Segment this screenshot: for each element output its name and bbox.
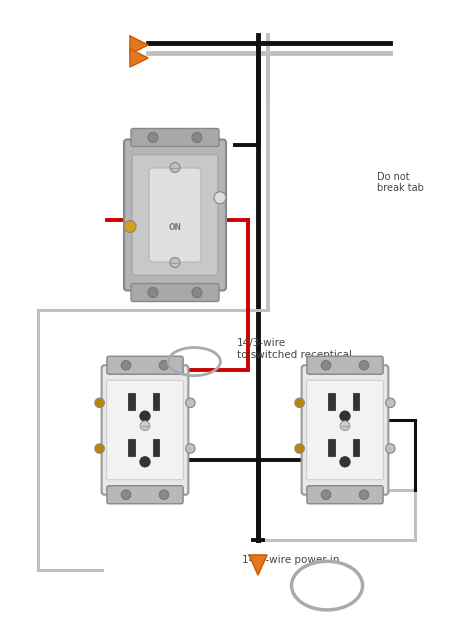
Text: 14/3-wire
to switched receptical: 14/3-wire to switched receptical (237, 338, 352, 360)
Circle shape (359, 490, 369, 499)
Bar (328, 394, 335, 410)
Bar (153, 439, 159, 456)
Circle shape (140, 411, 150, 421)
FancyBboxPatch shape (307, 380, 383, 480)
Circle shape (170, 163, 180, 173)
Bar (128, 439, 135, 456)
Circle shape (321, 490, 331, 499)
Circle shape (148, 287, 158, 298)
Bar (328, 439, 335, 456)
Circle shape (340, 411, 350, 421)
Polygon shape (130, 36, 148, 54)
FancyBboxPatch shape (107, 380, 183, 480)
Polygon shape (249, 555, 267, 575)
Circle shape (295, 444, 304, 453)
FancyBboxPatch shape (101, 365, 188, 495)
Circle shape (321, 360, 331, 370)
Circle shape (121, 360, 131, 370)
Circle shape (148, 132, 158, 143)
FancyBboxPatch shape (107, 356, 183, 374)
Circle shape (214, 192, 226, 204)
Circle shape (192, 132, 202, 143)
Bar (353, 439, 359, 456)
Circle shape (95, 444, 104, 453)
FancyBboxPatch shape (131, 129, 219, 147)
FancyBboxPatch shape (124, 140, 226, 291)
FancyBboxPatch shape (301, 365, 388, 495)
Circle shape (186, 444, 195, 453)
Circle shape (95, 398, 104, 408)
Circle shape (170, 257, 180, 268)
FancyBboxPatch shape (132, 154, 218, 275)
Circle shape (140, 421, 150, 431)
Text: 14/2-wire power in: 14/2-wire power in (242, 555, 339, 565)
Circle shape (159, 490, 169, 499)
Bar (153, 394, 159, 410)
Circle shape (159, 360, 169, 370)
Bar (353, 394, 359, 410)
Polygon shape (130, 49, 148, 67)
Circle shape (340, 421, 350, 431)
Circle shape (186, 398, 195, 408)
Bar (128, 394, 135, 410)
Circle shape (340, 456, 350, 467)
Text: Do not
break tab: Do not break tab (377, 172, 424, 193)
FancyBboxPatch shape (307, 486, 383, 504)
Text: ON: ON (168, 223, 182, 232)
Circle shape (386, 398, 395, 408)
FancyBboxPatch shape (107, 486, 183, 504)
FancyBboxPatch shape (307, 356, 383, 374)
Circle shape (359, 360, 369, 370)
Text: Break tab: Break tab (145, 177, 195, 188)
Circle shape (121, 490, 131, 499)
Circle shape (140, 456, 150, 467)
FancyBboxPatch shape (131, 284, 219, 301)
Circle shape (192, 287, 202, 298)
Circle shape (386, 444, 395, 453)
Circle shape (124, 221, 136, 232)
FancyBboxPatch shape (149, 168, 201, 262)
Circle shape (295, 398, 304, 408)
